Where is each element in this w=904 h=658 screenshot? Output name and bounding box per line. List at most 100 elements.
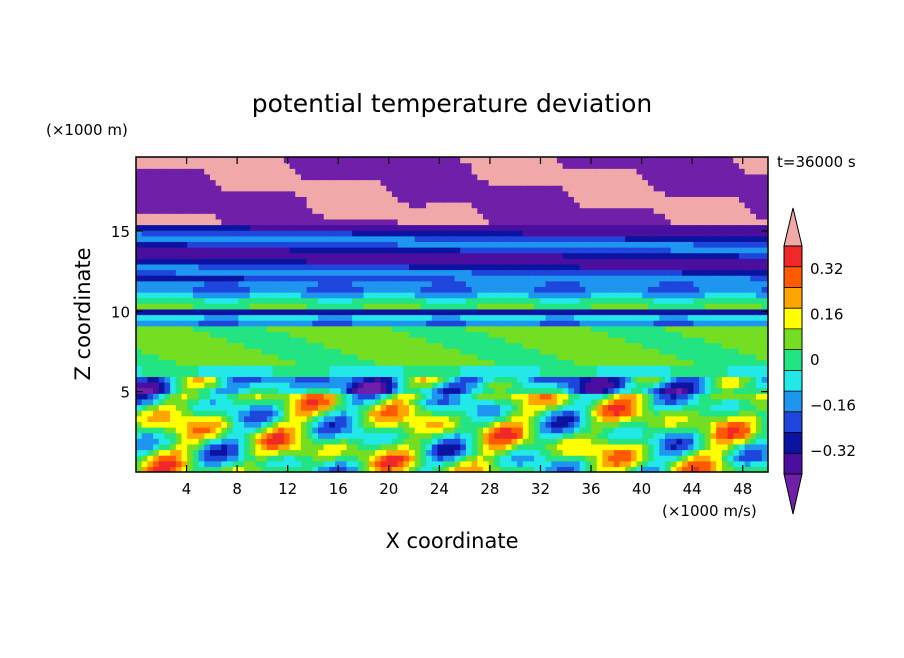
contour-cell <box>755 331 763 338</box>
contour-cell <box>227 398 234 406</box>
contour-cell <box>374 432 382 439</box>
contour-cell <box>522 449 530 456</box>
contour-cell <box>505 443 513 451</box>
contour-cell <box>687 314 695 321</box>
contour-cell <box>323 353 330 361</box>
contour-cell <box>244 314 251 321</box>
contour-cell <box>539 449 547 456</box>
contour-cell <box>221 224 228 231</box>
contour-cell <box>335 314 342 321</box>
contour-cell <box>261 398 268 406</box>
contour-cell <box>596 320 604 327</box>
contour-cell <box>670 252 677 259</box>
contour-cell <box>221 398 228 406</box>
contour-cell <box>312 427 319 434</box>
contour-cell <box>682 331 689 338</box>
contour-cell <box>363 286 370 293</box>
contour-cell <box>227 466 234 472</box>
contour-cell <box>704 387 712 394</box>
contour-cell <box>318 292 325 299</box>
contour-cell <box>153 263 160 271</box>
contour-cell <box>505 410 513 417</box>
contour-cell <box>608 314 615 321</box>
contour-cell <box>716 258 723 265</box>
contour-cell <box>369 443 376 451</box>
contour-cell <box>676 308 683 316</box>
contour-cell <box>545 415 552 422</box>
contour-cell <box>215 224 222 231</box>
contour-cell <box>653 280 660 287</box>
contour-cell <box>602 235 609 242</box>
contour-cell <box>755 398 763 406</box>
contour-cell <box>215 235 222 242</box>
contour-cell <box>750 247 757 254</box>
contour-cell <box>403 297 410 304</box>
contour-cell <box>238 455 245 462</box>
contour-cell <box>613 230 621 237</box>
contour-cell <box>357 263 365 271</box>
contour-cell <box>488 370 495 377</box>
contour-cell <box>727 404 734 411</box>
contour-cell <box>500 427 507 434</box>
contour-cell <box>460 241 467 248</box>
contour-cell <box>625 376 632 383</box>
contour-cell <box>693 398 700 406</box>
contour-cell <box>568 370 575 377</box>
contour-cell <box>136 308 143 316</box>
contour-cell <box>738 303 746 310</box>
contour-cell <box>175 286 183 293</box>
contour-cell <box>153 348 160 355</box>
contour-cell <box>460 455 467 462</box>
contour-cell <box>727 365 734 372</box>
contour-cell <box>676 247 683 254</box>
time-label: t=36000 s <box>777 153 856 171</box>
contour-cell <box>721 292 729 299</box>
contour-cell <box>494 398 501 406</box>
contour-cell <box>266 370 274 377</box>
contour-cell <box>522 370 530 377</box>
contour-cell <box>136 466 143 472</box>
contour-cell <box>545 348 552 355</box>
contour-cell <box>448 353 456 361</box>
contour-cell <box>420 382 427 389</box>
contour-cell <box>539 432 547 439</box>
contour-cell <box>738 365 746 372</box>
contour-cell <box>209 460 217 467</box>
contour-cell <box>465 415 473 422</box>
contour-cell <box>153 314 160 321</box>
contour-cell <box>448 320 456 327</box>
contour-cell <box>391 292 399 299</box>
contour-cell <box>278 252 285 259</box>
contour-cell <box>329 252 336 259</box>
contour-cell <box>312 292 319 299</box>
contour-cell <box>494 235 501 242</box>
contour-cell <box>454 275 461 282</box>
contour-cell <box>312 280 319 287</box>
contour-cell <box>221 410 228 417</box>
contour-cell <box>755 443 763 451</box>
contour-cell <box>602 443 609 451</box>
contour-cell <box>403 421 410 428</box>
contour-cell <box>431 337 439 344</box>
contour-cell <box>244 438 251 445</box>
contour-cell <box>517 393 524 400</box>
contour-cell <box>312 449 319 456</box>
contour-cell <box>647 230 655 237</box>
contour-cell <box>630 438 638 445</box>
contour-cell <box>488 235 495 242</box>
contour-cell <box>340 218 348 226</box>
contour-cell <box>596 331 604 338</box>
contour-cell <box>136 297 143 304</box>
contour-cell <box>670 410 677 417</box>
contour-cell <box>312 314 319 321</box>
contour-cell <box>278 382 285 389</box>
contour-cell <box>431 398 439 406</box>
contour-cell <box>716 348 723 355</box>
contour-cell <box>522 292 530 299</box>
contour-cell <box>682 449 689 456</box>
contour-cell <box>357 269 365 276</box>
contour-cell <box>602 224 609 231</box>
contour-cell <box>687 303 695 310</box>
contour-cell <box>272 275 279 282</box>
contour-cell <box>175 241 183 248</box>
